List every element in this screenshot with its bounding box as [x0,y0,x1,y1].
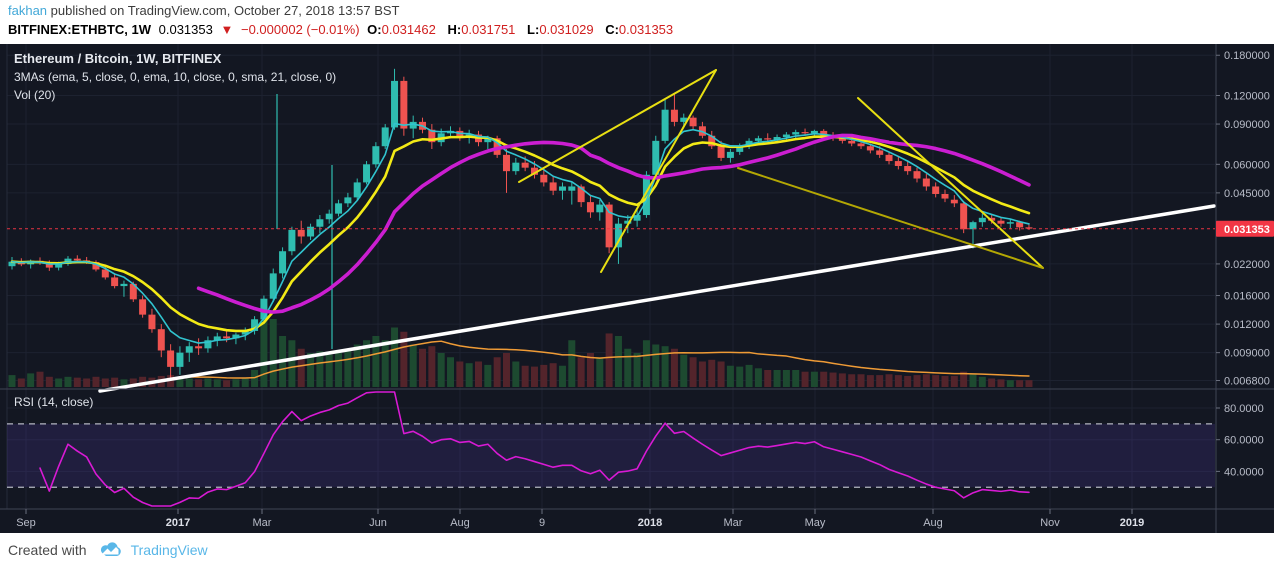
last-price-badge [1216,220,1274,237]
page-footer: Created with TradingView [0,533,1274,569]
close-value: 0.031353 [618,22,674,37]
rsi-band [7,423,1215,488]
tradingview-brand-link[interactable]: TradingView [130,542,208,558]
time-axis-tick[interactable]: Aug [923,517,943,529]
price-axis-tick[interactable]: 0.006800 [1224,375,1270,387]
svg-text:0.031353: 0.031353 [1224,224,1270,236]
descending-trendline-shallow[interactable] [737,167,1044,269]
publish-header: fakhan published on TradingView.com, Oct… [0,0,1274,44]
rising-wedge-lower[interactable] [600,69,717,273]
low-label: L: [527,22,540,37]
price-axis-tick[interactable]: 0.022000 [1224,259,1270,271]
time-axis-tick[interactable]: Mar [253,517,272,529]
time-axis-tick[interactable]: Sep [16,517,36,529]
price-axis-tick[interactable]: 0.045000 [1224,188,1270,200]
publish-info: fakhan published on TradingView.com, Oct… [8,3,399,18]
price-chart-canvas[interactable]: 0.180000 0.120000 0.090000 0.060000 0.045000… [0,44,1274,533]
author-link[interactable]: fakhan [8,3,48,18]
chart-area[interactable]: 0.180000 0.120000 0.090000 0.060000 0.045000… [0,44,1274,533]
price-axis-tick[interactable]: 0.009000 [1224,348,1270,360]
time-axis-tick[interactable]: Jun [369,517,387,529]
price-change: −0.000002 (−0.01%) [240,22,360,37]
created-with-text: Created with [8,542,87,558]
legend-3mas-indicator[interactable]: 3MAs (ema, 5, close, 0, ema, 10, close, … [14,70,337,84]
time-axis-tick[interactable]: Nov [1040,517,1060,529]
support-trendline-white[interactable] [98,204,1216,393]
price-axis-tick[interactable]: 0.016000 [1224,291,1270,303]
descending-trendline-steep[interactable] [857,97,1044,269]
price-axis-tick[interactable]: 0.180000 [1224,50,1270,62]
time-axis-tick[interactable]: 2017 [166,517,190,529]
publish-text: published on TradingView.com, October 27… [47,3,400,18]
time-axis-tick[interactable]: May [805,517,826,529]
time-axis-tick[interactable]: 9 [539,517,545,529]
high-value: 0.031751 [461,22,516,37]
price-axis-tick[interactable]: 0.012000 [1224,319,1270,331]
time-axis-tick[interactable]: Mar [724,517,743,529]
price-axis-tick[interactable]: 0.060000 [1224,159,1270,171]
open-label: O: [367,22,382,37]
direction-arrow-icon: ▼ [220,22,234,37]
price-axis-tick[interactable]: 0.090000 [1224,119,1270,131]
rsi-axis-tick[interactable]: 80.0000 [1224,403,1264,415]
time-axis-tick[interactable]: 2019 [1120,517,1144,529]
high-label: H: [447,22,462,37]
legend-symbol-title[interactable]: Ethereum / Bitcoin, 1W, BITFINEX [14,51,222,66]
tradingview-logo-icon[interactable] [97,541,123,559]
low-value: 0.031029 [539,22,594,37]
symbol-info-bar: BITFINEX:ETHBTC, 1W 0.031353 ▼ −0.000002… [8,22,681,37]
time-axis-tick[interactable]: Aug [450,517,470,529]
legend-volume-indicator[interactable]: Vol (20) [14,88,56,102]
last-price: 0.031353 [158,22,213,37]
rsi-axis-tick[interactable]: 40.0000 [1224,466,1264,478]
close-label: C: [605,22,619,37]
open-value: 0.031462 [381,22,436,37]
rising-wedge-upper[interactable] [518,69,717,183]
symbol-name[interactable]: BITFINEX:ETHBTC, 1W [8,22,151,37]
rsi-axis-tick[interactable]: 60.0000 [1224,435,1264,447]
rsi-indicator-label[interactable]: RSI (14, close) [14,395,94,409]
price-axis-tick[interactable]: 0.120000 [1224,90,1270,102]
chart-legend: Ethereum / Bitcoin, 1W, BITFINEX 3MAs (e… [14,51,336,106]
time-axis-tick[interactable]: 2018 [638,517,662,529]
